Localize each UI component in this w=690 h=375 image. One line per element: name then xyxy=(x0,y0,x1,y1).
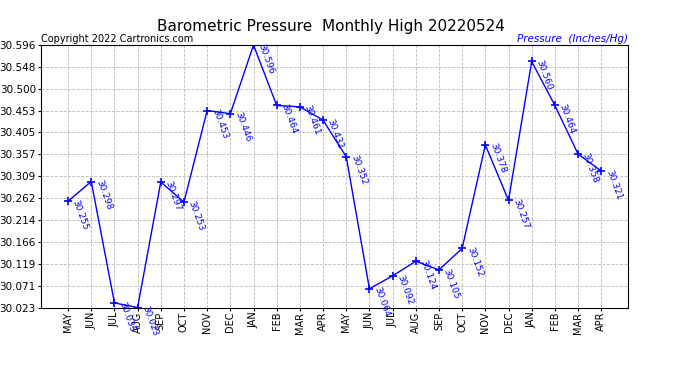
Text: 30.255: 30.255 xyxy=(71,198,90,231)
Text: 30.033: 30.033 xyxy=(117,300,137,333)
Text: Pressure  (Inches/Hg): Pressure (Inches/Hg) xyxy=(517,34,628,44)
Text: 30.298: 30.298 xyxy=(94,179,113,212)
Text: 30.105: 30.105 xyxy=(442,267,461,300)
Text: 30.253: 30.253 xyxy=(187,200,206,232)
Text: 30.257: 30.257 xyxy=(511,198,531,230)
Text: 30.064: 30.064 xyxy=(372,286,391,319)
Text: 30.596: 30.596 xyxy=(256,42,275,75)
Text: 30.453: 30.453 xyxy=(210,108,229,140)
Text: 30.446: 30.446 xyxy=(233,111,253,144)
Text: 30.092: 30.092 xyxy=(395,273,415,306)
Text: 30.023: 30.023 xyxy=(140,305,159,338)
Text: 30.358: 30.358 xyxy=(581,151,600,184)
Text: 30.321: 30.321 xyxy=(604,168,623,201)
Text: 30.352: 30.352 xyxy=(349,154,368,187)
Text: Barometric Pressure  Monthly High 20220524: Barometric Pressure Monthly High 2022052… xyxy=(157,19,505,34)
Text: Copyright 2022 Cartronics.com: Copyright 2022 Cartronics.com xyxy=(41,34,194,44)
Text: 30.464: 30.464 xyxy=(558,103,577,135)
Text: 30.378: 30.378 xyxy=(488,142,507,175)
Text: 30.461: 30.461 xyxy=(303,104,322,137)
Text: 30.152: 30.152 xyxy=(465,246,484,278)
Text: 30.464: 30.464 xyxy=(279,103,299,135)
Text: 30.432: 30.432 xyxy=(326,117,345,150)
Text: 30.560: 30.560 xyxy=(535,59,554,92)
Text: 30.297: 30.297 xyxy=(164,179,183,212)
Text: 30.124: 30.124 xyxy=(419,258,437,291)
